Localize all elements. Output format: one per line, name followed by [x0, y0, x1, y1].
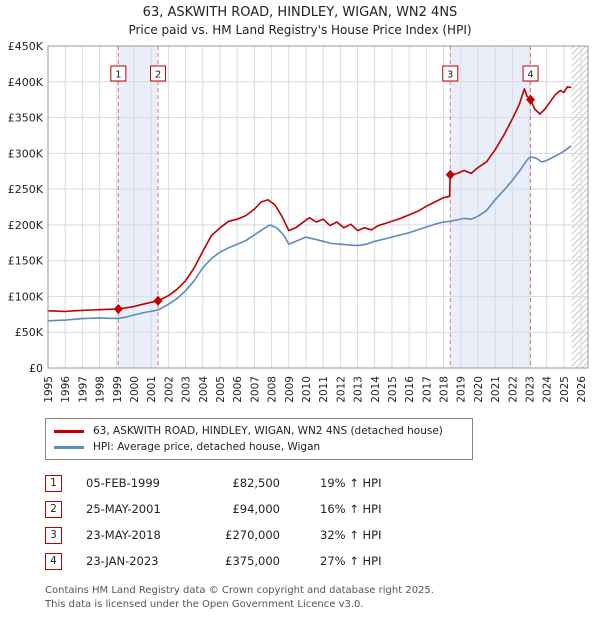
svg-text:2006: 2006	[232, 376, 244, 403]
svg-text:2009: 2009	[284, 376, 296, 403]
svg-text:2014: 2014	[370, 376, 382, 403]
svg-text:2025: 2025	[559, 376, 571, 403]
footer-licence-line: This data is licensed under the Open Gov…	[45, 598, 364, 610]
svg-text:£0: £0	[29, 362, 43, 375]
sale-number-badge: 2	[45, 500, 62, 518]
sales-table: 1 05-FEB-1999 £82,500 19% ↑ HPI 2 25-MAY…	[45, 470, 600, 574]
sale-hpi-change: 19% ↑ HPI	[320, 476, 382, 491]
chart-subtitle: Price paid vs. HM Land Registry's House …	[128, 23, 472, 38]
page-title: 63, ASKWITH ROAD, HINDLEY, WIGAN, WN2 4N…	[142, 5, 458, 20]
svg-text:2010: 2010	[301, 376, 313, 403]
svg-text:3: 3	[447, 70, 453, 81]
svg-text:2002: 2002	[163, 376, 175, 403]
svg-text:2026: 2026	[576, 376, 588, 403]
svg-text:£50K: £50K	[15, 326, 44, 339]
chart-legend: 63, ASKWITH ROAD, HINDLEY, WIGAN, WN2 4N…	[45, 418, 473, 461]
sale-number-badge: 4	[45, 552, 62, 570]
sale-date: 23-JAN-2023	[86, 554, 159, 569]
svg-text:£100K: £100K	[8, 291, 44, 304]
svg-text:2024: 2024	[542, 376, 554, 403]
sale-number-badge: 3	[45, 526, 62, 544]
svg-text:2012: 2012	[335, 376, 347, 403]
legend-hpi-label: HPI: Average price, detached house, Wiga…	[93, 441, 321, 454]
svg-text:2013: 2013	[353, 376, 365, 403]
svg-text:1998: 1998	[95, 376, 107, 403]
sale-row-2: 2 25-MAY-2001 £94,000 16% ↑ HPI	[45, 496, 600, 522]
svg-text:2018: 2018	[439, 376, 451, 403]
svg-text:1: 1	[115, 70, 121, 81]
sale-date: 05-FEB-1999	[86, 476, 160, 491]
svg-text:2008: 2008	[267, 376, 279, 403]
svg-text:£450K: £450K	[8, 40, 44, 53]
sale-price: £270,000	[225, 528, 280, 543]
svg-text:£400K: £400K	[8, 76, 44, 89]
svg-text:2019: 2019	[456, 376, 468, 403]
sale-hpi-change: 32% ↑ HPI	[320, 528, 382, 543]
svg-text:£250K: £250K	[8, 183, 44, 196]
svg-text:2001: 2001	[146, 376, 158, 403]
svg-text:£150K: £150K	[8, 255, 44, 268]
footer-copyright-line: Contains HM Land Registry data © Crown c…	[45, 585, 434, 597]
svg-text:1995: 1995	[43, 376, 55, 403]
footer: Contains HM Land Registry data © Crown c…	[45, 584, 600, 611]
svg-text:£300K: £300K	[8, 148, 44, 161]
svg-text:2004: 2004	[198, 376, 210, 403]
svg-text:2016: 2016	[404, 376, 416, 403]
svg-text:2021: 2021	[490, 376, 502, 403]
svg-text:2017: 2017	[421, 376, 433, 403]
svg-text:£200K: £200K	[8, 219, 44, 232]
svg-text:2023: 2023	[525, 376, 537, 403]
svg-text:2022: 2022	[507, 376, 519, 403]
property-line-swatch	[54, 429, 84, 433]
svg-text:4: 4	[527, 70, 533, 81]
sale-hpi-change: 16% ↑ HPI	[320, 502, 382, 517]
sale-hpi-change: 27% ↑ HPI	[320, 554, 382, 569]
svg-text:2020: 2020	[473, 376, 485, 403]
svg-text:1999: 1999	[112, 376, 124, 403]
svg-text:£350K: £350K	[8, 112, 44, 125]
svg-text:2003: 2003	[181, 376, 193, 403]
sale-row-4: 4 23-JAN-2023 £375,000 27% ↑ HPI	[45, 548, 600, 574]
sale-row-3: 3 23-MAY-2018 £270,000 32% ↑ HPI	[45, 522, 600, 548]
sale-price: £94,000	[232, 502, 280, 517]
svg-text:1996: 1996	[60, 376, 72, 403]
sale-date: 25-MAY-2001	[86, 502, 161, 517]
hpi-line-swatch	[54, 445, 84, 449]
sale-price: £375,000	[225, 554, 280, 569]
svg-text:2: 2	[155, 70, 161, 81]
sale-date: 23-MAY-2018	[86, 528, 161, 543]
svg-text:2007: 2007	[249, 376, 261, 403]
legend-property-label: 63, ASKWITH ROAD, HINDLEY, WIGAN, WN2 4N…	[93, 425, 443, 438]
sale-number-badge: 1	[45, 474, 62, 492]
svg-text:1997: 1997	[77, 376, 89, 403]
svg-text:2000: 2000	[129, 376, 141, 403]
svg-text:2015: 2015	[387, 376, 399, 403]
sale-row-1: 1 05-FEB-1999 £82,500 19% ↑ HPI	[45, 470, 600, 496]
legend-item-property: 63, ASKWITH ROAD, HINDLEY, WIGAN, WN2 4N…	[54, 423, 464, 439]
svg-text:2011: 2011	[318, 376, 330, 403]
chart-header: 63, ASKWITH ROAD, HINDLEY, WIGAN, WN2 4N…	[0, 0, 600, 38]
price-chart: £0 £50K £100K £150K £200K £250K £300K £350K £400…	[8, 40, 589, 403]
legend-item-hpi: HPI: Average price, detached house, Wiga…	[54, 439, 464, 455]
svg-text:2005: 2005	[215, 376, 227, 403]
sale-price: £82,500	[232, 476, 280, 491]
